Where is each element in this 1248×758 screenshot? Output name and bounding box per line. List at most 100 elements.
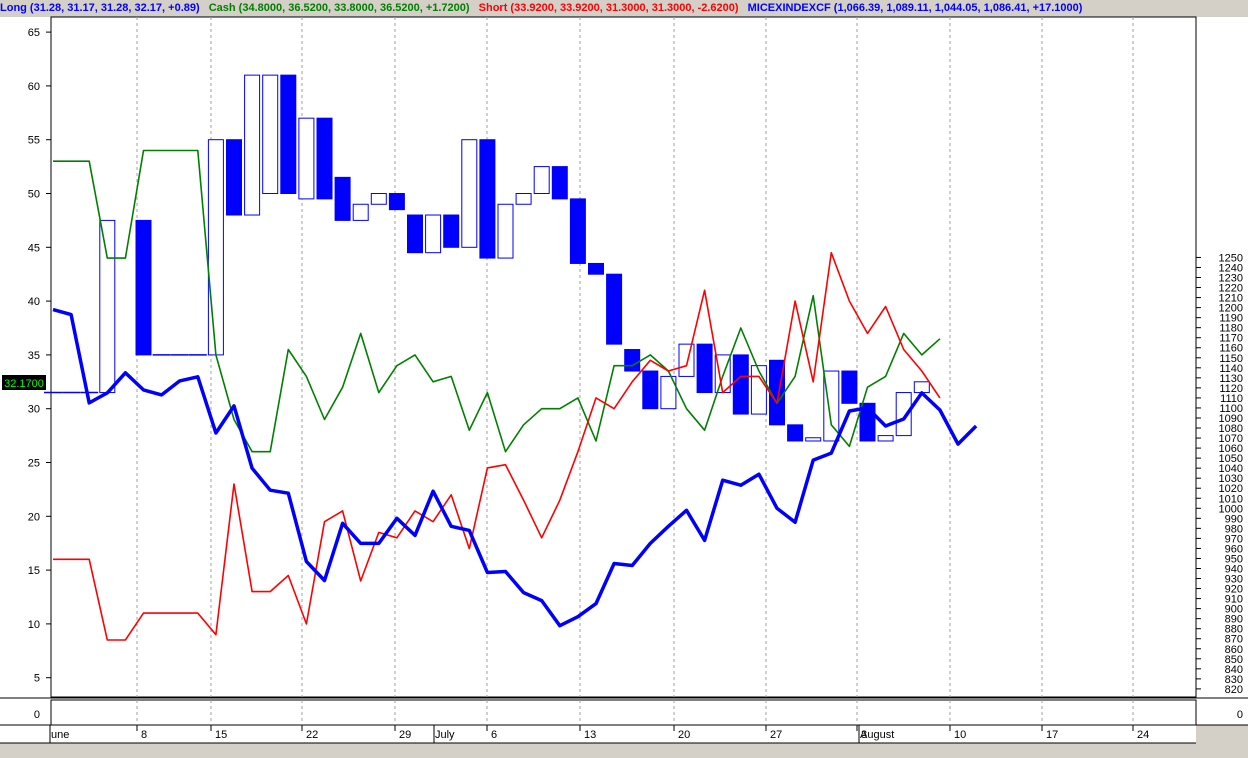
long-candle	[280, 74, 297, 194]
left-tick-label: 5	[34, 673, 40, 685]
x-tick-label: 15	[215, 729, 227, 741]
long-candle	[732, 354, 749, 415]
main-panel-frame	[50, 16, 1197, 698]
bottom-margin	[0, 743, 1248, 758]
long-candle	[425, 214, 442, 254]
long-candle	[678, 343, 695, 377]
long-candle	[787, 424, 804, 442]
lower-panel-frame	[50, 699, 1197, 726]
left-tick-label: 10	[28, 619, 40, 631]
left-tick-label: 45	[28, 242, 40, 254]
lower-left-tick-label: 0	[34, 709, 40, 721]
long-candle	[588, 262, 604, 275]
right-tick-label: 930	[1225, 574, 1243, 586]
right-tick-label: 860	[1225, 644, 1243, 656]
left-tick-label: 65	[28, 27, 40, 39]
long-candles	[44, 74, 930, 442]
x-tick-label: 27	[770, 729, 782, 741]
right-tick-label: 1130	[1219, 373, 1243, 385]
left-tick-label: 40	[28, 296, 40, 308]
x-tick-label: 3	[861, 729, 867, 741]
long-candle	[370, 193, 387, 205]
right-tick-label: 960	[1225, 543, 1243, 555]
long-candle	[624, 349, 641, 372]
long-candle	[913, 381, 930, 394]
long-candle	[805, 437, 822, 442]
long-candle	[823, 370, 840, 442]
right-tick-label: 1180	[1219, 323, 1243, 335]
long-candle	[352, 203, 369, 221]
long-candle	[262, 74, 279, 194]
x-tick-label: 22	[306, 729, 318, 741]
left-tick-label: 15	[28, 565, 40, 577]
index-series-title: MICEXINDEXCF (1,066.39, 1,089.11, 1,044.…	[747, 2, 1083, 14]
long-candle	[696, 343, 713, 394]
x-tick-label: une	[51, 729, 69, 741]
long-candle	[443, 214, 460, 248]
last-value-label: 32.1700	[4, 378, 44, 390]
right-tick-label: 870	[1225, 634, 1243, 646]
long-candle	[551, 166, 568, 200]
left-tick-label: 25	[28, 458, 40, 470]
long-candle	[895, 392, 912, 437]
right-tick-label: 910	[1225, 594, 1243, 606]
right-tick-label: 1090	[1219, 413, 1243, 425]
x-tick-label: 20	[678, 729, 690, 741]
right-tick-label: 1040	[1219, 463, 1243, 475]
x-tick-label: 29	[399, 729, 411, 741]
series-line-cash	[53, 149, 941, 453]
x-tick-label: 8	[141, 729, 147, 741]
right-tick-label: 1210	[1219, 293, 1243, 305]
right-tick-label: 970	[1225, 533, 1243, 545]
left-tick-label: 55	[28, 135, 40, 147]
right-tick-label: 1030	[1219, 473, 1243, 485]
right-tick-label: 900	[1225, 604, 1243, 616]
last-value-box	[2, 375, 46, 390]
long-candle	[316, 117, 333, 200]
right-tick-label: 1010	[1219, 493, 1243, 505]
right-tick-label: 1070	[1219, 433, 1243, 445]
long-candle	[135, 219, 152, 356]
title-bar: Long (31.28, 31.17, 31.28, 32.17, +0.89)…	[0, 0, 1248, 17]
long-candle	[388, 193, 405, 211]
left-axis: 5 10 15 20 25 30 35 40 45 50 55 60 65	[28, 27, 51, 685]
last-value-badge: 32.1700	[2, 375, 46, 390]
right-tick-label: 1160	[1219, 343, 1243, 355]
series-line-short	[53, 251, 941, 641]
right-tick-label: 890	[1225, 614, 1243, 626]
right-tick-label: 880	[1225, 624, 1243, 636]
right-tick-label: 1150	[1219, 353, 1243, 365]
right-axis: 8208308408508608708808909009109209309409…	[1196, 252, 1243, 696]
long-candle	[207, 139, 224, 356]
x-tick-label: 13	[584, 729, 596, 741]
long-candle	[569, 198, 586, 264]
long-candle	[515, 193, 532, 205]
long-candle	[660, 375, 677, 410]
long-candle	[750, 365, 767, 415]
series-line-micexindexcf	[52, 307, 978, 628]
long-candle	[407, 214, 423, 254]
long-candle	[841, 370, 858, 404]
right-tick-label: 1100	[1219, 403, 1243, 415]
right-tick-label: 1110	[1220, 393, 1243, 405]
long-candle	[244, 74, 261, 216]
long-candle	[606, 273, 623, 345]
long-candle	[334, 176, 351, 221]
right-tick-label: 820	[1225, 684, 1243, 696]
left-tick-label: 30	[28, 404, 40, 416]
long-candle	[226, 139, 242, 216]
right-tick-label: 1190	[1219, 313, 1243, 325]
left-tick-label: 60	[28, 81, 40, 93]
right-tick-label: 1220	[1219, 283, 1243, 295]
left-tick-label: 20	[28, 511, 40, 523]
right-tick-label: 1230	[1219, 273, 1243, 285]
right-tick-label: 1050	[1219, 453, 1243, 465]
long-candle	[479, 139, 496, 259]
long-candle	[461, 139, 478, 248]
x-tick-label: July	[435, 729, 455, 741]
x-tick-label: August	[860, 729, 894, 741]
right-tick-label: 830	[1225, 674, 1243, 686]
right-tick-label: 1240	[1219, 262, 1243, 274]
